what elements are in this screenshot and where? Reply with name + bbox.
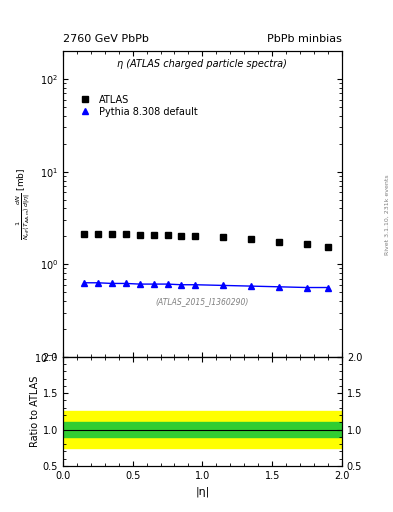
Text: Rivet 3.1.10, 231k events: Rivet 3.1.10, 231k events — [385, 175, 389, 255]
ATLAS — [165, 232, 170, 239]
Pythia 8.308 default — [165, 281, 170, 287]
Text: 2760 GeV PbPb: 2760 GeV PbPb — [63, 33, 149, 44]
X-axis label: |η|: |η| — [195, 486, 209, 497]
ATLAS — [221, 234, 226, 241]
ATLAS — [95, 231, 100, 238]
Text: η (ATLAS charged particle spectra): η (ATLAS charged particle spectra) — [118, 59, 287, 69]
Pythia 8.308 default — [151, 281, 156, 287]
ATLAS — [137, 232, 142, 239]
Pythia 8.308 default — [305, 285, 309, 291]
Pythia 8.308 default — [277, 284, 281, 290]
ATLAS — [81, 231, 86, 238]
Pythia 8.308 default — [193, 282, 198, 288]
ATLAS — [179, 233, 184, 240]
Text: PbPb minbias: PbPb minbias — [267, 33, 342, 44]
Text: (ATLAS_2015_I1360290): (ATLAS_2015_I1360290) — [156, 297, 249, 306]
Pythia 8.308 default — [81, 280, 86, 286]
ATLAS — [109, 231, 114, 238]
Pythia 8.308 default — [221, 282, 226, 288]
ATLAS — [326, 244, 331, 250]
ATLAS — [193, 233, 198, 240]
ATLAS — [277, 239, 281, 245]
Y-axis label: Ratio to ATLAS: Ratio to ATLAS — [30, 376, 40, 447]
ATLAS — [249, 237, 253, 243]
Pythia 8.308 default — [123, 281, 128, 287]
Pythia 8.308 default — [249, 283, 253, 289]
Bar — [63, 422, 342, 437]
Legend: ATLAS, Pythia 8.308 default: ATLAS, Pythia 8.308 default — [73, 93, 199, 119]
Bar — [63, 411, 342, 447]
Pythia 8.308 default — [179, 282, 184, 288]
ATLAS — [123, 231, 128, 238]
ATLAS — [305, 241, 309, 247]
ATLAS — [151, 232, 156, 239]
Pythia 8.308 default — [137, 281, 142, 287]
Pythia 8.308 default — [95, 280, 100, 286]
Pythia 8.308 default — [326, 285, 331, 291]
Pythia 8.308 default — [109, 281, 114, 287]
Line: Pythia 8.308 default: Pythia 8.308 default — [81, 280, 331, 291]
Line: ATLAS: ATLAS — [81, 231, 331, 250]
Y-axis label: $\frac{1}{N_{eff}\langle T_{AA,m}\rangle}\frac{dN}{d|\eta|}$ [mb]: $\frac{1}{N_{eff}\langle T_{AA,m}\rangle… — [15, 168, 33, 240]
